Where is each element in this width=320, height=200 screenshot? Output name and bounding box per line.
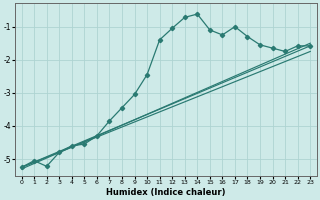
X-axis label: Humidex (Indice chaleur): Humidex (Indice chaleur) (106, 188, 226, 197)
